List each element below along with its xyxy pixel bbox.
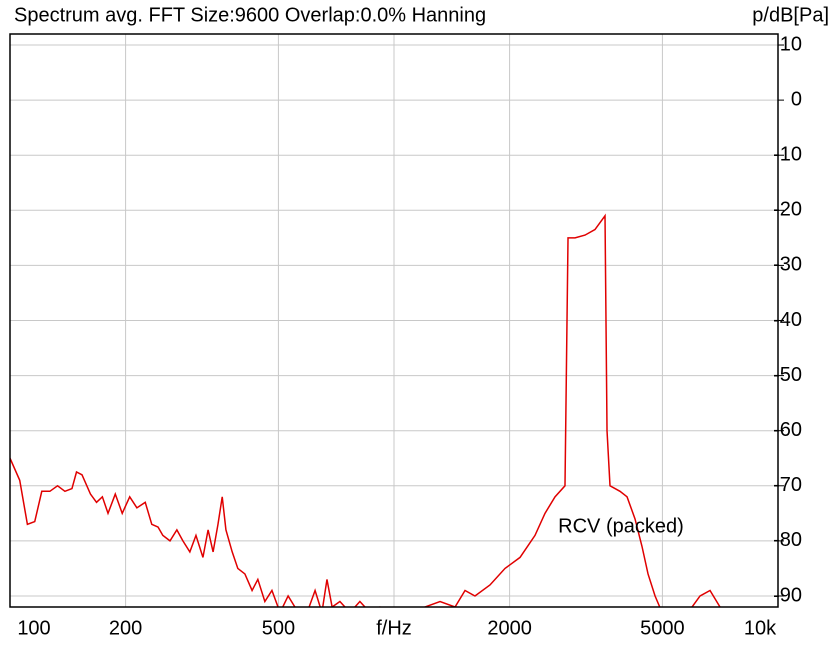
y-tick-label: 10	[780, 33, 802, 55]
y-tick-label: -40	[773, 309, 802, 331]
y-tick-label: -50	[773, 364, 802, 386]
y-tick-label: -90	[773, 584, 802, 606]
y-tick-label: -20	[773, 199, 802, 221]
y-tick-label: -80	[773, 529, 802, 551]
x-tick-label: 2000	[487, 617, 532, 639]
y-tick-label: -10	[773, 143, 802, 165]
y-axis-label: p/dB[Pa]	[752, 4, 829, 26]
x-tick-label: 200	[109, 617, 142, 639]
y-tick-label: -70	[773, 474, 802, 496]
plot	[10, 213, 721, 607]
grid	[9, 34, 779, 607]
x-tick-label: f/Hz	[376, 617, 412, 639]
x-tick-label: 10k	[744, 617, 777, 639]
series-line	[10, 213, 721, 607]
y-tick-label: -60	[773, 419, 802, 441]
annotation: RCV (packed)	[558, 515, 684, 537]
chart-title: Spectrum avg. FFT Size:9600 Overlap:0.0%…	[14, 4, 486, 26]
x-tick-label: 100	[17, 617, 50, 639]
x-tick-label: 5000	[640, 617, 685, 639]
x-tick-label: 500	[262, 617, 295, 639]
y-tick-label: -30	[773, 254, 802, 276]
labels: 100 200 500 f/Hz 2000 5000 10k100-10-20-30-40-…	[17, 33, 802, 639]
y-tick-label: 0	[791, 88, 802, 110]
